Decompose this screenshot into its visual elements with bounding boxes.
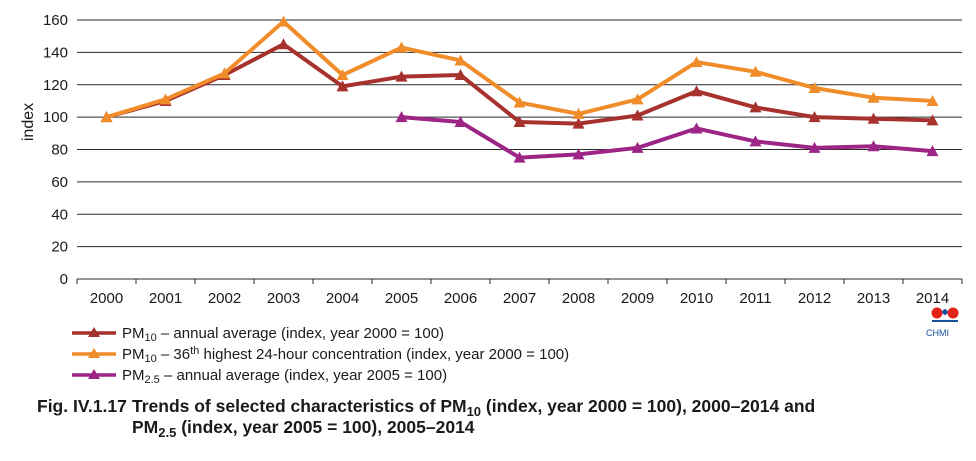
data-point: [631, 93, 644, 105]
chmi-logo-icon: [931, 307, 959, 322]
figure-number: Fig. IV.1.17: [37, 396, 127, 416]
series-0: [100, 38, 939, 129]
data-point: [690, 85, 703, 97]
x-tick-label: 2005: [385, 290, 418, 307]
data-point: [218, 67, 231, 79]
data-point: [749, 135, 762, 147]
x-tick-label: 2003: [267, 290, 300, 307]
x-tick-label: 2001: [149, 290, 182, 307]
data-point: [808, 111, 821, 123]
data-point: [867, 112, 880, 124]
data-point: [749, 65, 762, 77]
data-point: [336, 80, 349, 92]
data-point: [808, 141, 821, 153]
data-point: [100, 111, 113, 123]
x-tick-label: 2010: [680, 290, 713, 307]
data-point: [572, 148, 585, 160]
data-point: [454, 115, 467, 127]
data-point: [867, 140, 880, 152]
x-tick-label: 2009: [621, 290, 654, 307]
data-point: [395, 111, 408, 123]
legend-label: PM10 – 36th highest 24-hour concentratio…: [122, 345, 570, 365]
x-tick-label: 2006: [444, 290, 477, 307]
x-tick-label: 2012: [798, 290, 831, 307]
y-tick-label: 120: [43, 77, 68, 94]
gridlines: [77, 19, 962, 280]
data-point: [395, 41, 408, 53]
legend-swatch-pm10-36th: [72, 348, 116, 358]
data-point: [572, 107, 585, 119]
data-point: [513, 96, 526, 108]
series-line: [401, 115, 933, 160]
data-point: [572, 117, 585, 129]
data-point: [690, 122, 703, 134]
data-point: [690, 56, 703, 68]
y-tick-label: 40: [51, 206, 68, 223]
y-tick-label: 0: [60, 271, 68, 288]
legend-label: PM10 – annual average (index, year 2000 …: [122, 325, 445, 344]
data-point: [454, 69, 467, 81]
y-tick-label: 60: [51, 174, 68, 191]
data-point: [867, 91, 880, 103]
data-point: [513, 151, 526, 163]
data-point: [513, 115, 526, 127]
data-point: [277, 15, 290, 27]
x-tick-label: 2002: [208, 290, 241, 307]
data-point: [808, 81, 821, 93]
legend-swatch-pm25-annual: [72, 369, 116, 379]
legend-label: PM2.5 – annual average (index, year 2005…: [122, 367, 448, 386]
data-point: [631, 109, 644, 121]
x-tick-label: 2004: [326, 290, 359, 307]
axes: [76, 279, 963, 284]
data-point: [926, 114, 939, 126]
y-axis-label: index: [20, 103, 37, 141]
y-tick-label: 20: [51, 239, 68, 256]
data-point: [631, 141, 644, 153]
x-tick-label: 2014: [916, 290, 949, 307]
tick-labels: 160 140 120 100 80 60 40 20 0 2000 2001 2002 2003 200…: [43, 12, 949, 307]
x-tick-label: 2007: [503, 290, 536, 307]
data-point: [926, 145, 939, 157]
figure-caption: Fig. IV.1.17 Trends of selected character…: [37, 396, 816, 440]
data-point: [159, 93, 172, 105]
x-tick-label: 2000: [90, 290, 123, 307]
x-tick-label: 2013: [857, 290, 890, 307]
y-tick-label: 100: [43, 109, 68, 126]
data-point: [277, 38, 290, 50]
series-line: [105, 42, 933, 126]
data-point: [926, 94, 939, 106]
x-tick-label: 2011: [739, 290, 771, 307]
chart: 160 140 120 100 80 60 40 20 0 2000 2001 2002 2003 200…: [20, 12, 963, 307]
y-tick-label: 160: [43, 12, 68, 29]
data-point: [395, 70, 408, 82]
legend-swatch-pm10-annual: [72, 327, 116, 337]
y-tick-label: 140: [43, 44, 68, 61]
x-tick-label: 2008: [562, 290, 595, 307]
data-point: [454, 54, 467, 66]
series-layer: [100, 15, 939, 163]
series-1: [100, 15, 939, 123]
logo-text: CHMI: [926, 328, 949, 338]
data-point: [336, 69, 349, 81]
series-2: [395, 111, 939, 163]
y-tick-label: 80: [51, 142, 68, 159]
data-point: [749, 101, 762, 113]
